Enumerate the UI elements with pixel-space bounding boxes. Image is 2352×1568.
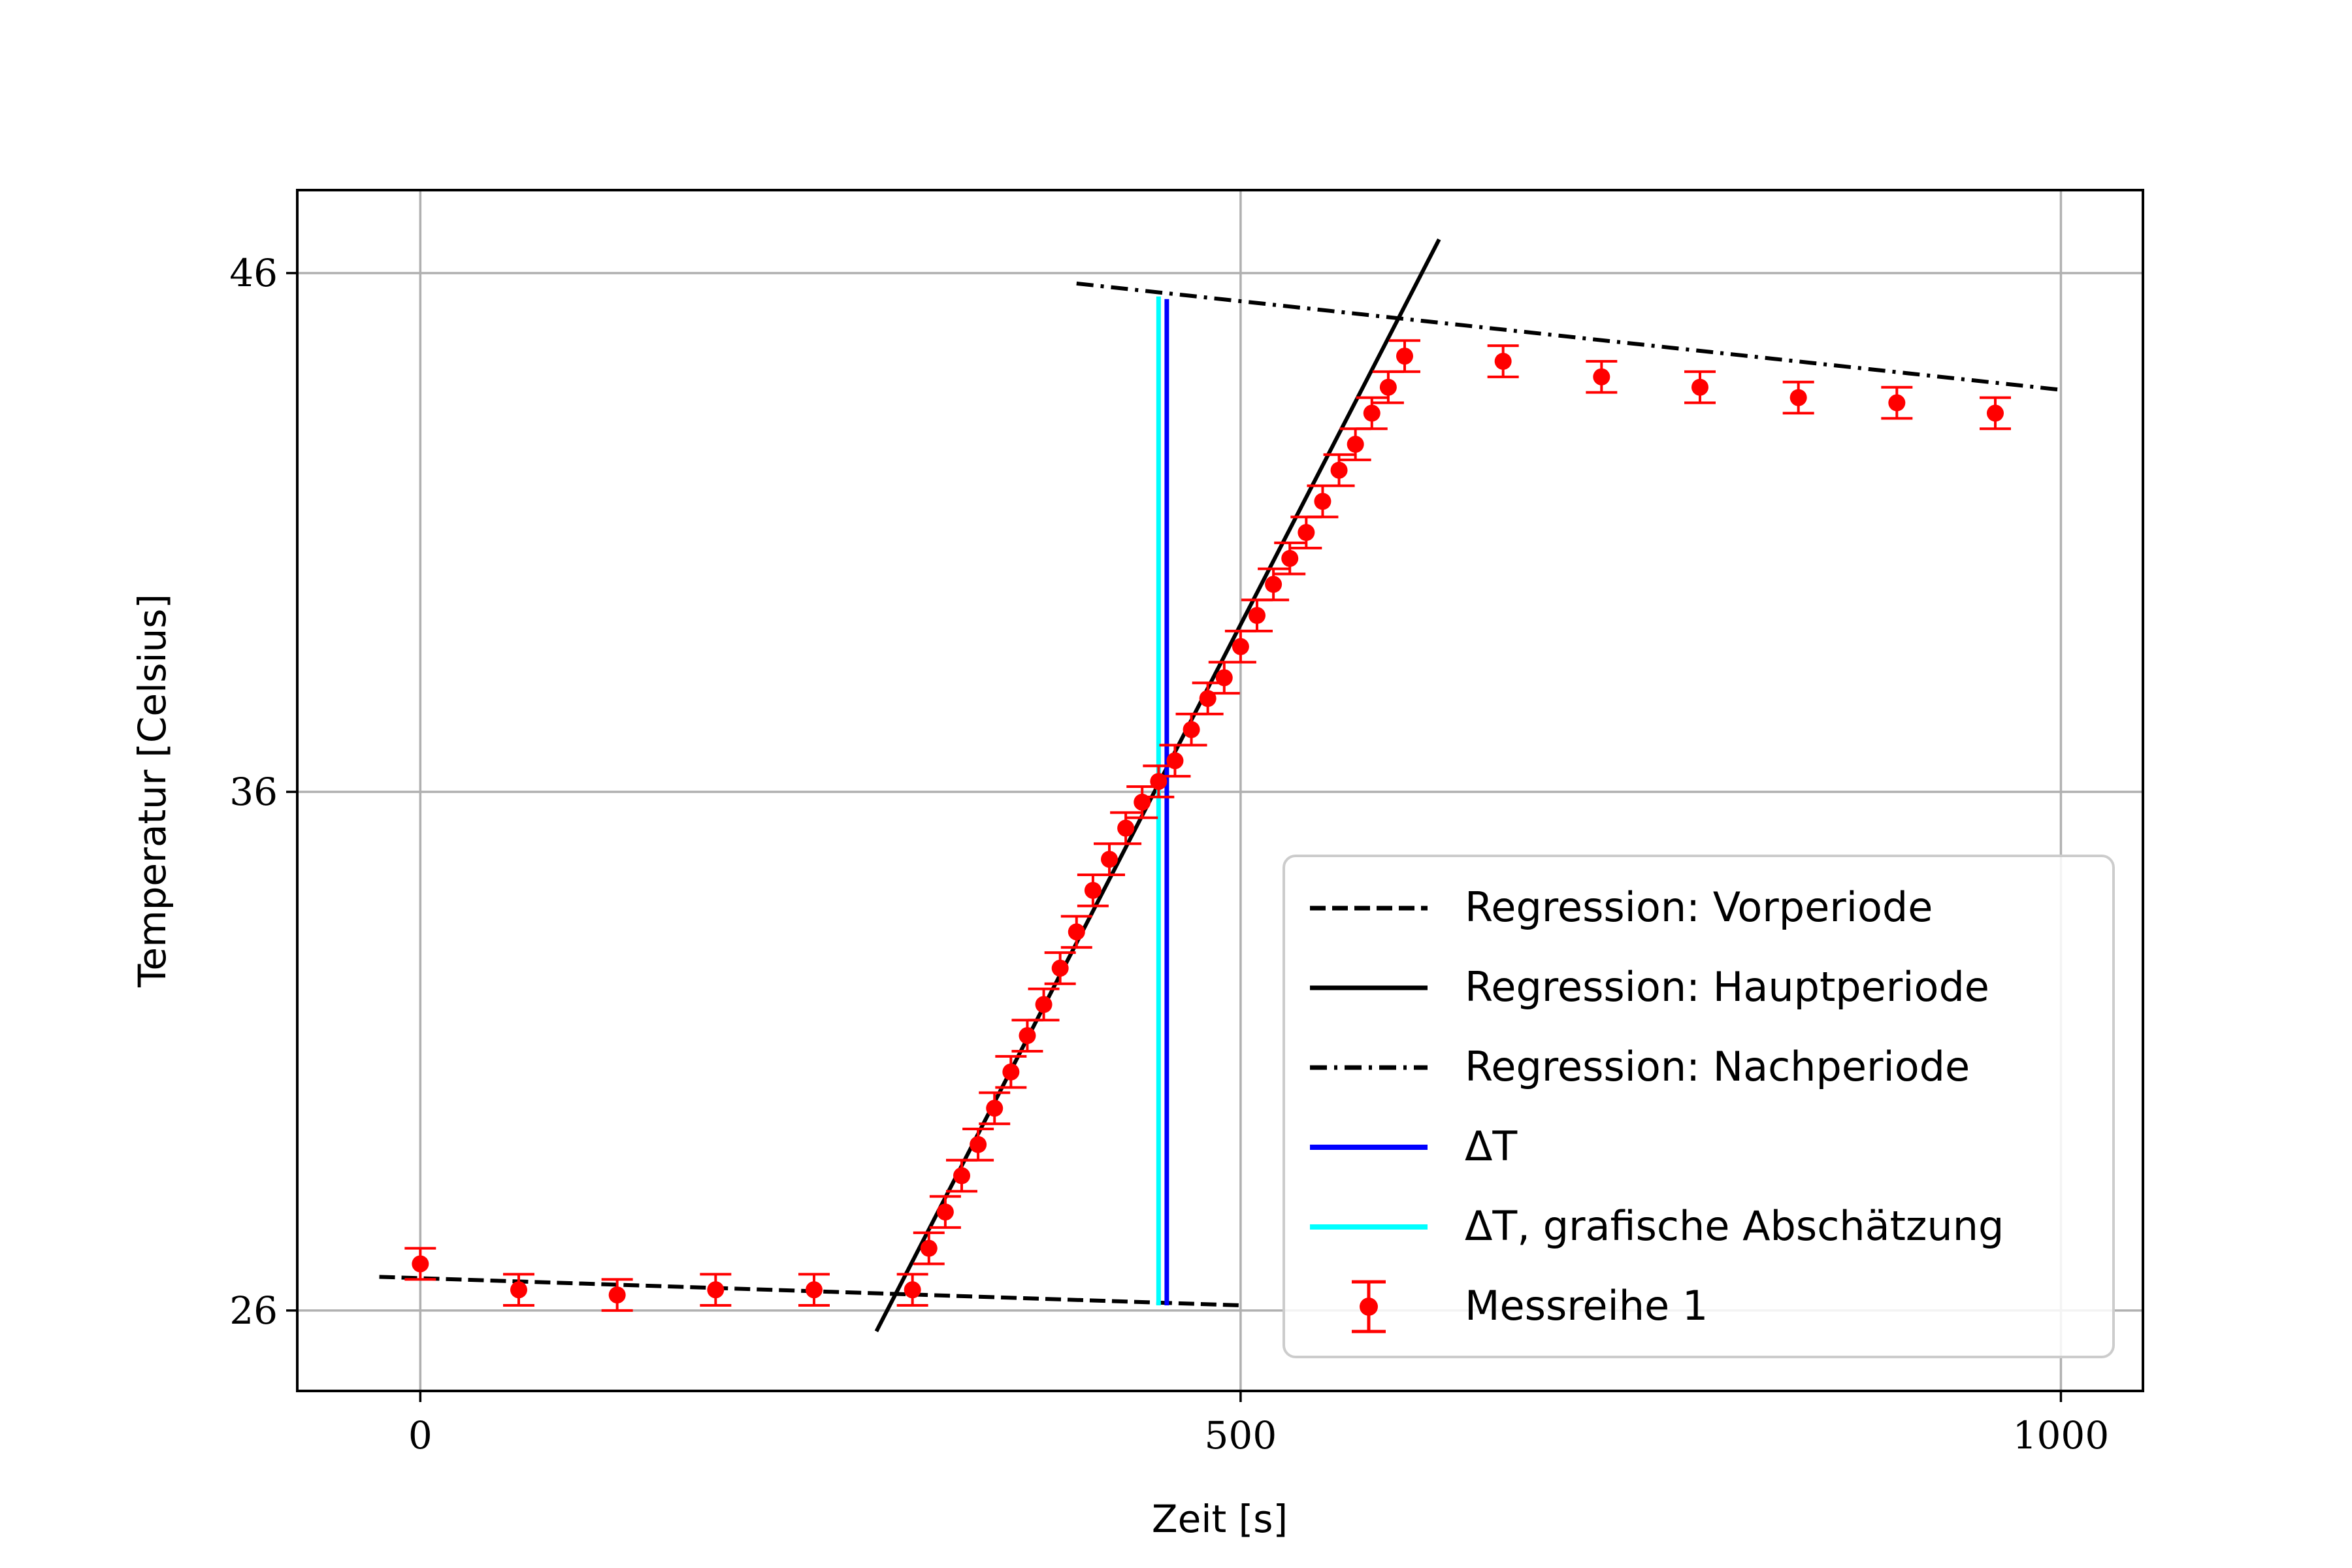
measurement-point xyxy=(1060,915,1092,949)
legend-box xyxy=(1282,855,2115,1358)
data-point-marker xyxy=(1987,404,2004,422)
data-point-marker xyxy=(608,1286,626,1304)
data-point-marker xyxy=(1166,752,1184,770)
data-point-marker xyxy=(1035,996,1053,1013)
measurement-point xyxy=(1356,396,1388,431)
measurement-point xyxy=(1586,360,1618,394)
data-point-marker xyxy=(1051,959,1069,977)
data-point-marker xyxy=(1249,607,1266,625)
data-point-marker xyxy=(1019,1027,1036,1045)
legend-item: Messreihe 1 xyxy=(1352,1280,1708,1333)
legend-label: Messreihe 1 xyxy=(1465,1282,1708,1330)
measurement-point xyxy=(929,1195,961,1229)
data-point-marker xyxy=(1330,461,1348,479)
data-point-marker xyxy=(1691,378,1708,396)
measurement-point xyxy=(404,1247,436,1281)
data-point-marker xyxy=(1215,669,1233,687)
legend-item: ΔT xyxy=(1310,1122,1518,1170)
x-tick-label: 1000 xyxy=(2013,1413,2110,1458)
data-point-marker xyxy=(1068,923,1085,941)
data-point-marker xyxy=(1265,576,1282,593)
data-point-marker xyxy=(1084,881,1102,899)
data-point-marker xyxy=(1593,368,1610,385)
data-point-marker xyxy=(1379,378,1397,396)
data-point-marker xyxy=(1183,721,1200,738)
measurement-point xyxy=(1684,370,1716,404)
y-tick-label: 46 xyxy=(229,251,278,295)
measurement-point xyxy=(962,1128,994,1162)
legend-label: Regression: Nachperiode xyxy=(1465,1043,1970,1090)
data-point-marker xyxy=(510,1281,527,1299)
regression-line-dashdot xyxy=(1076,281,2061,392)
plot-area xyxy=(379,238,2061,1333)
data-point-marker xyxy=(920,1239,938,1257)
axes-frame xyxy=(296,189,2144,1392)
measurement-point xyxy=(1208,661,1240,695)
axis-ticks: 0 500 1000 26 36 46 xyxy=(229,251,2109,1458)
x-tick-label: 500 xyxy=(1205,1413,1277,1458)
data-point-marker xyxy=(412,1255,429,1273)
data-point-marker xyxy=(953,1167,970,1184)
y-tick-label: 26 xyxy=(229,1288,278,1333)
measurement-point xyxy=(1044,951,1076,985)
measurement-point xyxy=(946,1158,977,1193)
measurement-point xyxy=(896,1273,928,1307)
data-point-marker xyxy=(1281,549,1299,567)
measurement-point xyxy=(1028,987,1060,1022)
data-point-marker xyxy=(1363,404,1380,422)
data-point-marker xyxy=(1298,524,1315,542)
y-axis-label: Temperatur [Celsius] xyxy=(130,594,174,988)
x-axis-label: Zeit [s] xyxy=(1152,1497,1288,1541)
legend-label: Regression: Vorperiode xyxy=(1465,883,1933,931)
measurement-point xyxy=(1011,1019,1043,1053)
data-point-marker xyxy=(1396,348,1413,365)
measurement-point xyxy=(1980,396,2011,431)
data-point-marker xyxy=(904,1281,921,1299)
measurement-point xyxy=(913,1231,945,1266)
legend-label: ΔT, grafische Abschätzung xyxy=(1465,1202,2004,1250)
legend-item: ΔT, grafische Abschätzung xyxy=(1310,1202,2004,1250)
measurement-point xyxy=(1389,339,1420,373)
measurement-point xyxy=(1159,743,1191,778)
legend-item: Regression: Vorperiode xyxy=(1310,883,1933,931)
data-point-marker xyxy=(1232,638,1249,655)
legend-swatch-marker xyxy=(1360,1298,1378,1316)
y-tick-label: 36 xyxy=(229,770,278,814)
measurement-point xyxy=(1487,344,1519,378)
legend-item: Regression: Nachperiode xyxy=(1310,1043,1970,1090)
legend: Regression: Vorperiode Regression: Hauptp… xyxy=(1282,855,2115,1358)
data-point-marker xyxy=(707,1281,725,1299)
data-point-marker xyxy=(1101,851,1118,868)
measurement-point xyxy=(700,1273,732,1307)
data-point-marker xyxy=(1789,389,1807,406)
data-point-marker xyxy=(1494,353,1512,370)
data-point-marker xyxy=(1002,1063,1020,1081)
data-point-marker xyxy=(1314,493,1331,510)
data-point-marker xyxy=(936,1203,954,1221)
measurement-point xyxy=(1258,567,1290,602)
measurement-point xyxy=(995,1054,1027,1089)
measurement-point xyxy=(979,1091,1011,1126)
data-point-marker xyxy=(1347,436,1364,453)
measurement-point xyxy=(1372,370,1404,404)
measurement-point xyxy=(1274,541,1306,576)
legend-item: Regression: Hauptperiode xyxy=(1310,963,1989,1011)
measurement-point xyxy=(1077,874,1109,907)
measurement-point xyxy=(1881,385,1913,420)
data-point-marker xyxy=(1888,394,1906,412)
legend-label: ΔT xyxy=(1465,1122,1518,1170)
data-point-marker xyxy=(806,1281,823,1299)
measurement-point xyxy=(503,1273,534,1307)
data-point-marker xyxy=(1117,819,1135,837)
measurement-point xyxy=(601,1278,633,1312)
legend-label: Regression: Hauptperiode xyxy=(1465,963,1989,1011)
x-tick-label: 0 xyxy=(408,1413,433,1458)
measurement-point xyxy=(1782,380,1814,415)
data-point-marker xyxy=(986,1100,1004,1117)
measurement-point xyxy=(1323,453,1355,487)
data-point-marker xyxy=(970,1135,987,1153)
measurement-point xyxy=(798,1273,830,1307)
measurement-point xyxy=(1110,811,1142,845)
